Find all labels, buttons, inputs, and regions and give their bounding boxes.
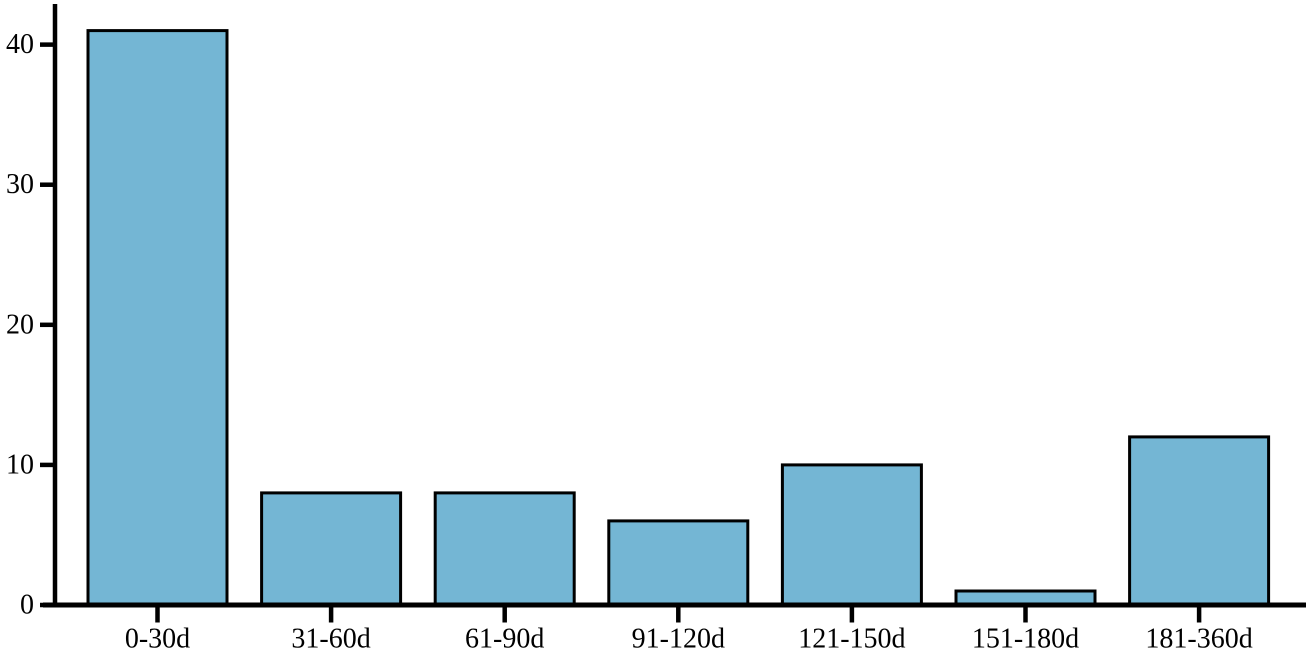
y-tick-label-30: 30 — [6, 169, 34, 200]
x-tick-label-31-60d: 31-60d — [291, 624, 370, 655]
y-tick-label-40: 40 — [6, 29, 34, 60]
bar-91-120d — [607, 519, 750, 607]
y-tick-label-20: 20 — [6, 309, 34, 340]
x-tick-label-91-120d: 91-120d — [632, 624, 725, 655]
bar-61-90d — [433, 491, 576, 607]
y-tick-label-10: 10 — [6, 449, 34, 480]
x-tick-label-181-360d: 181-360d — [1145, 624, 1252, 655]
y-tick-label-0: 0 — [20, 590, 34, 621]
bar-121-150d — [780, 463, 923, 607]
bar-0-30d — [86, 29, 229, 607]
bar-181-360d — [1128, 435, 1271, 607]
x-tick-label-151-180d: 151-180d — [972, 624, 1079, 655]
bar-31-60d — [260, 491, 403, 607]
x-tick-label-121-150d: 121-150d — [798, 624, 905, 655]
x-tick-label-0-30d: 0-30d — [125, 624, 190, 655]
x-tick-label-61-90d: 61-90d — [465, 624, 544, 655]
